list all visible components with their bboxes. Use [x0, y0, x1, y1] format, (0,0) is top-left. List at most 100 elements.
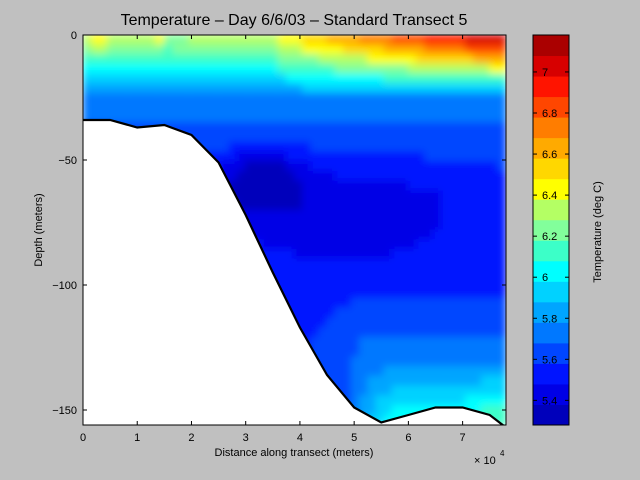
contour-cell — [464, 278, 474, 289]
contour-cell — [375, 414, 385, 425]
contour-cell — [497, 297, 506, 309]
contour-cell — [497, 239, 506, 250]
contour-cell — [277, 239, 287, 250]
contour-cell — [456, 385, 466, 397]
contour-cell — [163, 44, 173, 55]
contour-cell — [367, 112, 377, 124]
contour-cell — [407, 54, 418, 65]
contour-cell — [440, 210, 450, 221]
contour-cell — [448, 210, 458, 221]
contour-cell — [456, 73, 466, 85]
contour-cell — [342, 288, 352, 299]
contour-cell — [106, 54, 117, 65]
contour-cell — [448, 54, 458, 65]
contour-cell — [432, 317, 442, 328]
contour-cell — [367, 73, 377, 85]
contour-cell — [326, 161, 336, 172]
contour-cell — [171, 35, 182, 46]
contour-cell — [294, 278, 304, 289]
contour-cell — [359, 395, 369, 406]
contour-cell — [497, 54, 506, 65]
contour-cell — [375, 132, 385, 143]
colorbar-swatch — [533, 342, 569, 364]
contour-cell — [448, 122, 458, 133]
contour-cell — [277, 63, 287, 75]
contour-cell — [497, 161, 506, 172]
contour-cell — [432, 219, 442, 231]
contour-cell — [318, 249, 328, 260]
contour-cell — [359, 83, 369, 94]
contour-cell — [171, 44, 182, 55]
contour-cell — [464, 161, 474, 172]
contour-cell — [334, 44, 344, 55]
seafloor-line — [83, 118, 505, 425]
contour-cell — [375, 239, 385, 250]
contour-cell — [472, 93, 483, 104]
contour-cell — [342, 102, 352, 114]
contour-cell — [424, 317, 434, 328]
contour-cell — [155, 54, 165, 65]
contour-cell — [383, 44, 393, 55]
contour-cell — [342, 317, 352, 328]
contour-cell — [456, 317, 466, 328]
contour-cell — [472, 112, 483, 124]
contour-cell — [432, 44, 442, 55]
contour-cell — [407, 385, 418, 397]
contour-cell — [440, 122, 450, 133]
contour-cell — [391, 366, 401, 377]
contour-cell — [350, 171, 361, 182]
contour-cell — [171, 83, 182, 94]
contour-cell — [472, 385, 483, 397]
contour-cell — [497, 414, 506, 425]
contour-cell — [481, 405, 491, 416]
contour-cell — [294, 200, 304, 211]
contour-cell — [359, 229, 369, 241]
contour-cell — [342, 132, 352, 143]
contour-cell — [147, 112, 157, 124]
contour-cell — [318, 122, 328, 133]
contour-cell — [481, 93, 491, 104]
contour-cell — [489, 366, 499, 377]
contour-cell — [277, 278, 287, 289]
contour-cell — [472, 161, 483, 172]
contour-cell — [269, 151, 279, 163]
contour-cell — [326, 346, 336, 358]
contour-cell — [334, 151, 344, 163]
contour-cell — [472, 229, 483, 241]
contour-cell — [350, 356, 361, 367]
contour-cell — [310, 219, 320, 231]
contour-cell — [481, 307, 491, 319]
contour-cell — [228, 161, 239, 172]
contour-cell — [245, 63, 255, 75]
contour-cell — [497, 278, 506, 289]
contour-cell — [391, 258, 401, 270]
contour-cell — [326, 317, 336, 328]
contour-cell — [407, 180, 418, 192]
contour-cell — [285, 180, 295, 192]
colorbar-swatch — [533, 158, 569, 180]
contour-cell — [285, 171, 295, 182]
colorbar-swatch — [533, 240, 569, 262]
x-tick-label: 2 — [188, 432, 194, 444]
contour-cell — [367, 190, 377, 202]
x-tick-label: 0 — [80, 432, 86, 444]
contour-cell — [489, 219, 499, 231]
contour-cell — [456, 54, 466, 65]
contour-cell — [464, 219, 474, 231]
contour-cell — [416, 239, 426, 250]
contour-cell — [318, 258, 328, 270]
contour-cell — [472, 336, 483, 348]
contour-cell — [285, 278, 295, 289]
contour-cell — [407, 210, 418, 221]
contour-cell — [448, 171, 458, 182]
contour-cell — [342, 307, 352, 319]
contour-cell — [106, 63, 117, 75]
contour-cell — [416, 73, 426, 85]
contour-cell — [399, 385, 409, 397]
contour-cell — [139, 93, 149, 104]
contour-cell — [424, 327, 434, 338]
contour-cell — [489, 307, 499, 319]
contour-cell — [424, 219, 434, 231]
contour-cell — [285, 141, 295, 153]
